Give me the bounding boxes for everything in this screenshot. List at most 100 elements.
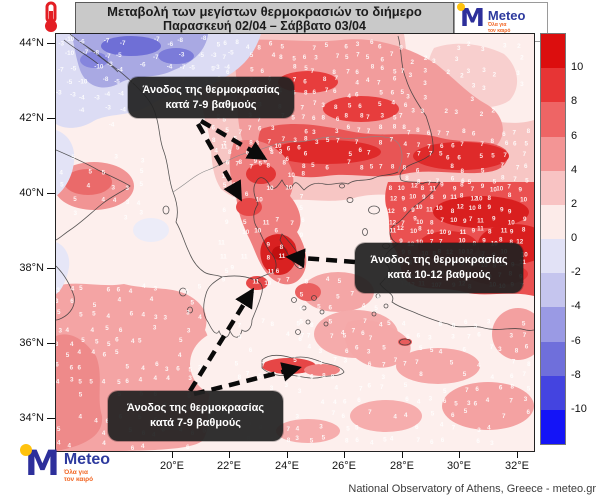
colorbar-tick-label: -8 <box>571 368 581 381</box>
value-label: 6 <box>345 348 349 355</box>
value-label: 8 <box>360 112 364 119</box>
value-label: 6 <box>344 44 348 51</box>
value-label: 6 <box>430 439 434 446</box>
value-label: 12 <box>388 208 396 215</box>
value-label: 4 <box>308 344 312 351</box>
value-label: 4 <box>78 414 82 421</box>
value-label: 3 <box>112 185 116 192</box>
value-label: 6 <box>258 126 262 133</box>
value-label: 8 <box>399 45 403 52</box>
value-label: 11 <box>429 186 436 193</box>
value-label: -3 <box>70 91 76 98</box>
value-label: 6 <box>130 310 134 317</box>
value-label: -5 <box>114 78 120 85</box>
value-label: 10 <box>475 196 483 203</box>
value-label: 4 <box>59 170 63 177</box>
value-label: 2 <box>447 69 451 76</box>
value-label: 3 <box>428 335 432 342</box>
value-label: 10 <box>410 228 418 235</box>
value-label: 6 <box>472 130 476 137</box>
value-label: 3 <box>335 128 339 135</box>
value-label: 3 <box>198 365 202 372</box>
value-label: 5 <box>349 151 353 158</box>
value-label: 5 <box>430 347 434 354</box>
value-label: 4 <box>333 399 337 406</box>
value-label: 3 <box>477 427 481 434</box>
value-label: 6 <box>249 347 253 354</box>
value-label: 7 <box>325 87 329 94</box>
value-label: 5 <box>126 364 130 371</box>
colorbar-tick-label: 2 <box>571 197 578 210</box>
colorbar-tick-label: 0 <box>571 232 578 244</box>
value-label: 5 <box>259 161 263 168</box>
value-label: 11 <box>221 144 228 151</box>
value-label: 7 <box>394 357 398 364</box>
logo-tagline: Όλα για τον καιρό <box>487 22 511 34</box>
value-label: 9 <box>481 183 485 190</box>
value-label: 5 <box>348 102 352 109</box>
value-label: 5 <box>79 285 83 292</box>
value-label: 6 <box>524 163 528 170</box>
value-label: 3 <box>344 357 348 364</box>
value-label: 3 <box>409 72 413 79</box>
value-label: 7 <box>469 216 473 223</box>
value-label: -5 <box>198 52 204 59</box>
value-label: -10 <box>78 79 88 86</box>
map-title-box: Μεταβολή των μεγίστων θερμοκρασιών το δι… <box>75 2 454 35</box>
value-label: 6 <box>70 365 74 372</box>
value-label: 5 <box>95 339 99 346</box>
value-label: 2 <box>520 55 524 62</box>
value-label: 5 <box>138 338 142 345</box>
value-label: -4 <box>79 107 85 114</box>
value-label: -7 <box>104 38 110 45</box>
value-label: 3 <box>126 185 130 192</box>
value-label: 6 <box>297 145 301 152</box>
value-label: 3 <box>424 95 428 102</box>
value-label: 5 <box>322 434 326 441</box>
value-label: 3 <box>516 70 520 77</box>
value-label: 5 <box>383 436 387 443</box>
value-label: 8 <box>235 39 239 46</box>
value-label: 9 <box>402 196 406 203</box>
value-label: 6 <box>333 88 337 95</box>
value-label: 9 <box>448 230 452 237</box>
value-label: 5 <box>406 334 410 341</box>
value-label: 5 <box>190 300 194 307</box>
value-label: 10 <box>288 172 296 179</box>
value-label: 9 <box>413 216 417 223</box>
value-label: 5 <box>304 65 308 72</box>
value-label: 6 <box>393 75 397 82</box>
value-label: 5 <box>525 177 529 184</box>
value-label: 8 <box>460 182 464 189</box>
value-label: 7 <box>460 141 464 148</box>
value-label: 4 <box>272 52 276 59</box>
value-label: 8 <box>238 374 242 381</box>
value-label: 4 <box>490 374 494 381</box>
value-label: 3 <box>73 210 77 217</box>
value-label: 6 <box>310 374 314 381</box>
value-label: 5 <box>79 391 83 398</box>
value-label: 5 <box>225 127 229 134</box>
logo-name: Meteo <box>487 8 526 23</box>
value-label: 5 <box>81 337 85 344</box>
value-label: 9 <box>492 216 496 223</box>
value-label: 10 <box>521 251 529 258</box>
value-label: 6 <box>119 327 123 334</box>
value-label: 5 <box>93 302 97 309</box>
value-label: 4 <box>362 302 366 309</box>
value-label: 5 <box>374 305 378 312</box>
value-label: 8 <box>508 192 512 199</box>
value-label: 5 <box>60 182 64 189</box>
value-label: 5 <box>107 341 111 348</box>
value-label: 8 <box>302 163 306 170</box>
value-label: 9 <box>453 186 457 193</box>
value-label: -3 <box>56 90 62 97</box>
value-label: 11 <box>268 269 275 276</box>
value-label: 6 <box>461 178 465 185</box>
value-label: 8 <box>488 229 492 236</box>
value-label: 5 <box>217 42 221 49</box>
value-label: 7 <box>513 129 517 136</box>
colorbar-tick-label: -10 <box>571 402 587 415</box>
value-label: 8 <box>322 372 326 379</box>
